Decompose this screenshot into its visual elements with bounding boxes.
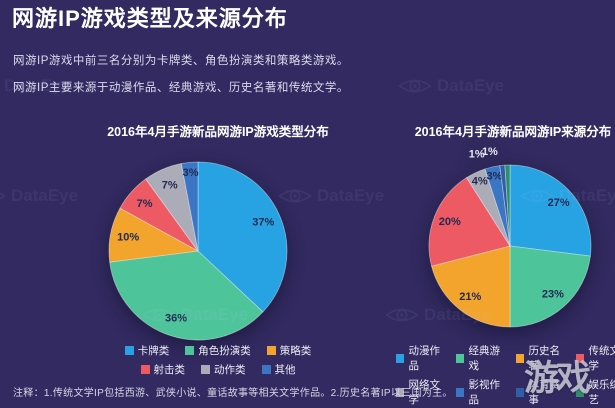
legend-swatch (396, 387, 405, 397)
pie-slice-label-1: 36% (165, 313, 187, 325)
legend-item-0: 动漫作品 (396, 343, 448, 373)
legend-label: 动作类 (214, 364, 246, 376)
legend-swatch (124, 346, 134, 355)
legend-item-1: 角色扮演类 (185, 343, 251, 358)
legend-item-2: 策略类 (266, 343, 312, 358)
legend-label: 策略类 (279, 345, 312, 357)
chart-title-ip-source: 2016年4月手游新品网游IP来源分布 (414, 125, 612, 139)
legend-label: 历史名著 (528, 345, 560, 372)
pie-slice-label-3: 7% (137, 198, 153, 210)
pie-slice-label-3: 20% (439, 216, 461, 228)
pie-slice-5 (484, 165, 511, 247)
pie-slice-4 (145, 163, 199, 252)
legend-swatch (456, 353, 465, 363)
dataeye-watermark-text: DataEye (317, 186, 385, 205)
pie-slice-3 (119, 178, 199, 252)
legend-label: 射击类 (153, 364, 186, 376)
legend-swatch (576, 353, 585, 363)
legend-label: 卡牌类 (137, 345, 170, 357)
dataeye-watermark-text: DataEye (437, 76, 505, 95)
pie-slice-4 (466, 168, 511, 247)
pie-slice-label-4: 4% (472, 175, 488, 187)
legend-label: 网络文学 (408, 379, 440, 406)
legend-swatch (261, 365, 271, 374)
legend-item-4: 动作类 (201, 362, 246, 377)
pie-slice-label-1: 23% (542, 289, 564, 301)
dataeye-watermark: DataEye (398, 76, 504, 96)
pie-slice-7 (504, 164, 511, 247)
legend-label: 娱乐综艺 (588, 379, 615, 406)
chart-title-game-type: 2016年4月手游新品网游IP游戏类型分布 (107, 125, 329, 139)
pie-slice-label-7: 1% (482, 146, 498, 158)
legend-swatch (396, 353, 405, 363)
legend-item-3: 射击类 (140, 362, 186, 377)
pie-slice-label-4: 7% (162, 180, 178, 192)
legend-label: 动漫作品 (408, 345, 440, 372)
pie-slice-label-0: 37% (252, 217, 274, 229)
legend-swatch (456, 387, 465, 397)
legend-item-0: 卡牌类 (124, 343, 170, 358)
pie-slice-1 (109, 250, 264, 341)
legend-label: 经典游戏 (468, 345, 500, 372)
pie-slice-label-0: 27% (548, 197, 570, 209)
pie-slice-label-5: 3% (487, 170, 503, 182)
pie-slice-label-2: 21% (459, 291, 481, 303)
legend-swatch (576, 387, 585, 397)
legend-row: 网络文学 影视作品 体育赛事 娱乐综艺 (396, 377, 615, 407)
pie-slice-2 (431, 245, 511, 328)
pie-slice-5 (180, 161, 199, 252)
legend-item-6: 体育赛事 (516, 377, 568, 407)
dataeye-eye-icon (398, 79, 432, 93)
page-title: 网游IP游戏类型及来源分布 (12, 6, 288, 31)
legend-row: 卡牌类 角色扮演类 策略类 (124, 343, 312, 358)
dataeye-watermark: DataEye (0, 186, 78, 206)
legend-swatch (516, 353, 525, 363)
legend-row: 动漫作品 经典游戏 历史名著 传统文学 (396, 343, 615, 373)
legend-label: 角色扮演类 (198, 345, 251, 357)
legend-swatch (201, 365, 210, 374)
dataeye-eye-icon (0, 192, 6, 200)
pie-slice-label-6: 1% (469, 149, 485, 161)
pie-slice-3 (428, 177, 511, 267)
legend-item-5: 影视作品 (456, 377, 508, 407)
legend-label: 其他 (274, 364, 296, 376)
pie-slice-label-5: 3% (183, 167, 199, 179)
pie-chart-game-type: 37% 36% 10% 7% 7% 3% (108, 161, 288, 341)
legend-item-2: 历史名著 (516, 343, 568, 373)
legend-item-1: 经典游戏 (456, 343, 508, 373)
legend-swatch (516, 387, 525, 397)
legend-game-type: 卡牌类 角色扮演类 策略类射击类 动作类 其他 (63, 343, 373, 377)
legend-item-5: 其他 (261, 362, 296, 377)
pie-chart-ip-source: 27%23%21%20%4%3%1%1% (428, 146, 592, 328)
pie-slice-6 (499, 164, 511, 247)
pie-slice-label-2: 10% (117, 232, 139, 244)
legend-label: 影视作品 (468, 379, 500, 406)
pie-slice-0 (197, 161, 288, 313)
pie-slice-0 (509, 164, 592, 257)
legend-label: 体育赛事 (528, 379, 560, 406)
legend-item-7: 娱乐综艺 (576, 377, 615, 407)
footnote: 注释：1.传统文学IP包括西游、武侠小说、童话故事等相关文学作品。2.历史名著I… (13, 388, 453, 399)
pie-slice-2 (108, 207, 199, 263)
legend-ip-source: 动漫作品 经典游戏 历史名著 传统文学网络文学 影视作品 体育赛事 娱乐综艺 (396, 343, 615, 407)
dataeye-eye-icon (385, 308, 419, 322)
legend-row: 射击类 动作类 其他 (140, 362, 296, 377)
subtitle-line-2: 网游IP主要来源于动漫作品、经典游戏、历史名著和传统文学。 (13, 82, 349, 94)
legend-swatch (266, 346, 276, 355)
pie-slice-1 (509, 245, 591, 328)
legend-swatch (185, 346, 195, 355)
dataeye-watermark-text: DataEye (11, 186, 79, 205)
subtitle-line-1: 网游IP游戏中前三名分别为卡牌类、角色扮演类和策略类游戏。 (13, 55, 349, 67)
legend-swatch (140, 365, 150, 374)
legend-item-4: 网络文学 (396, 377, 448, 407)
legend-item-3: 传统文学 (576, 343, 615, 373)
legend-label: 传统文学 (588, 345, 615, 372)
